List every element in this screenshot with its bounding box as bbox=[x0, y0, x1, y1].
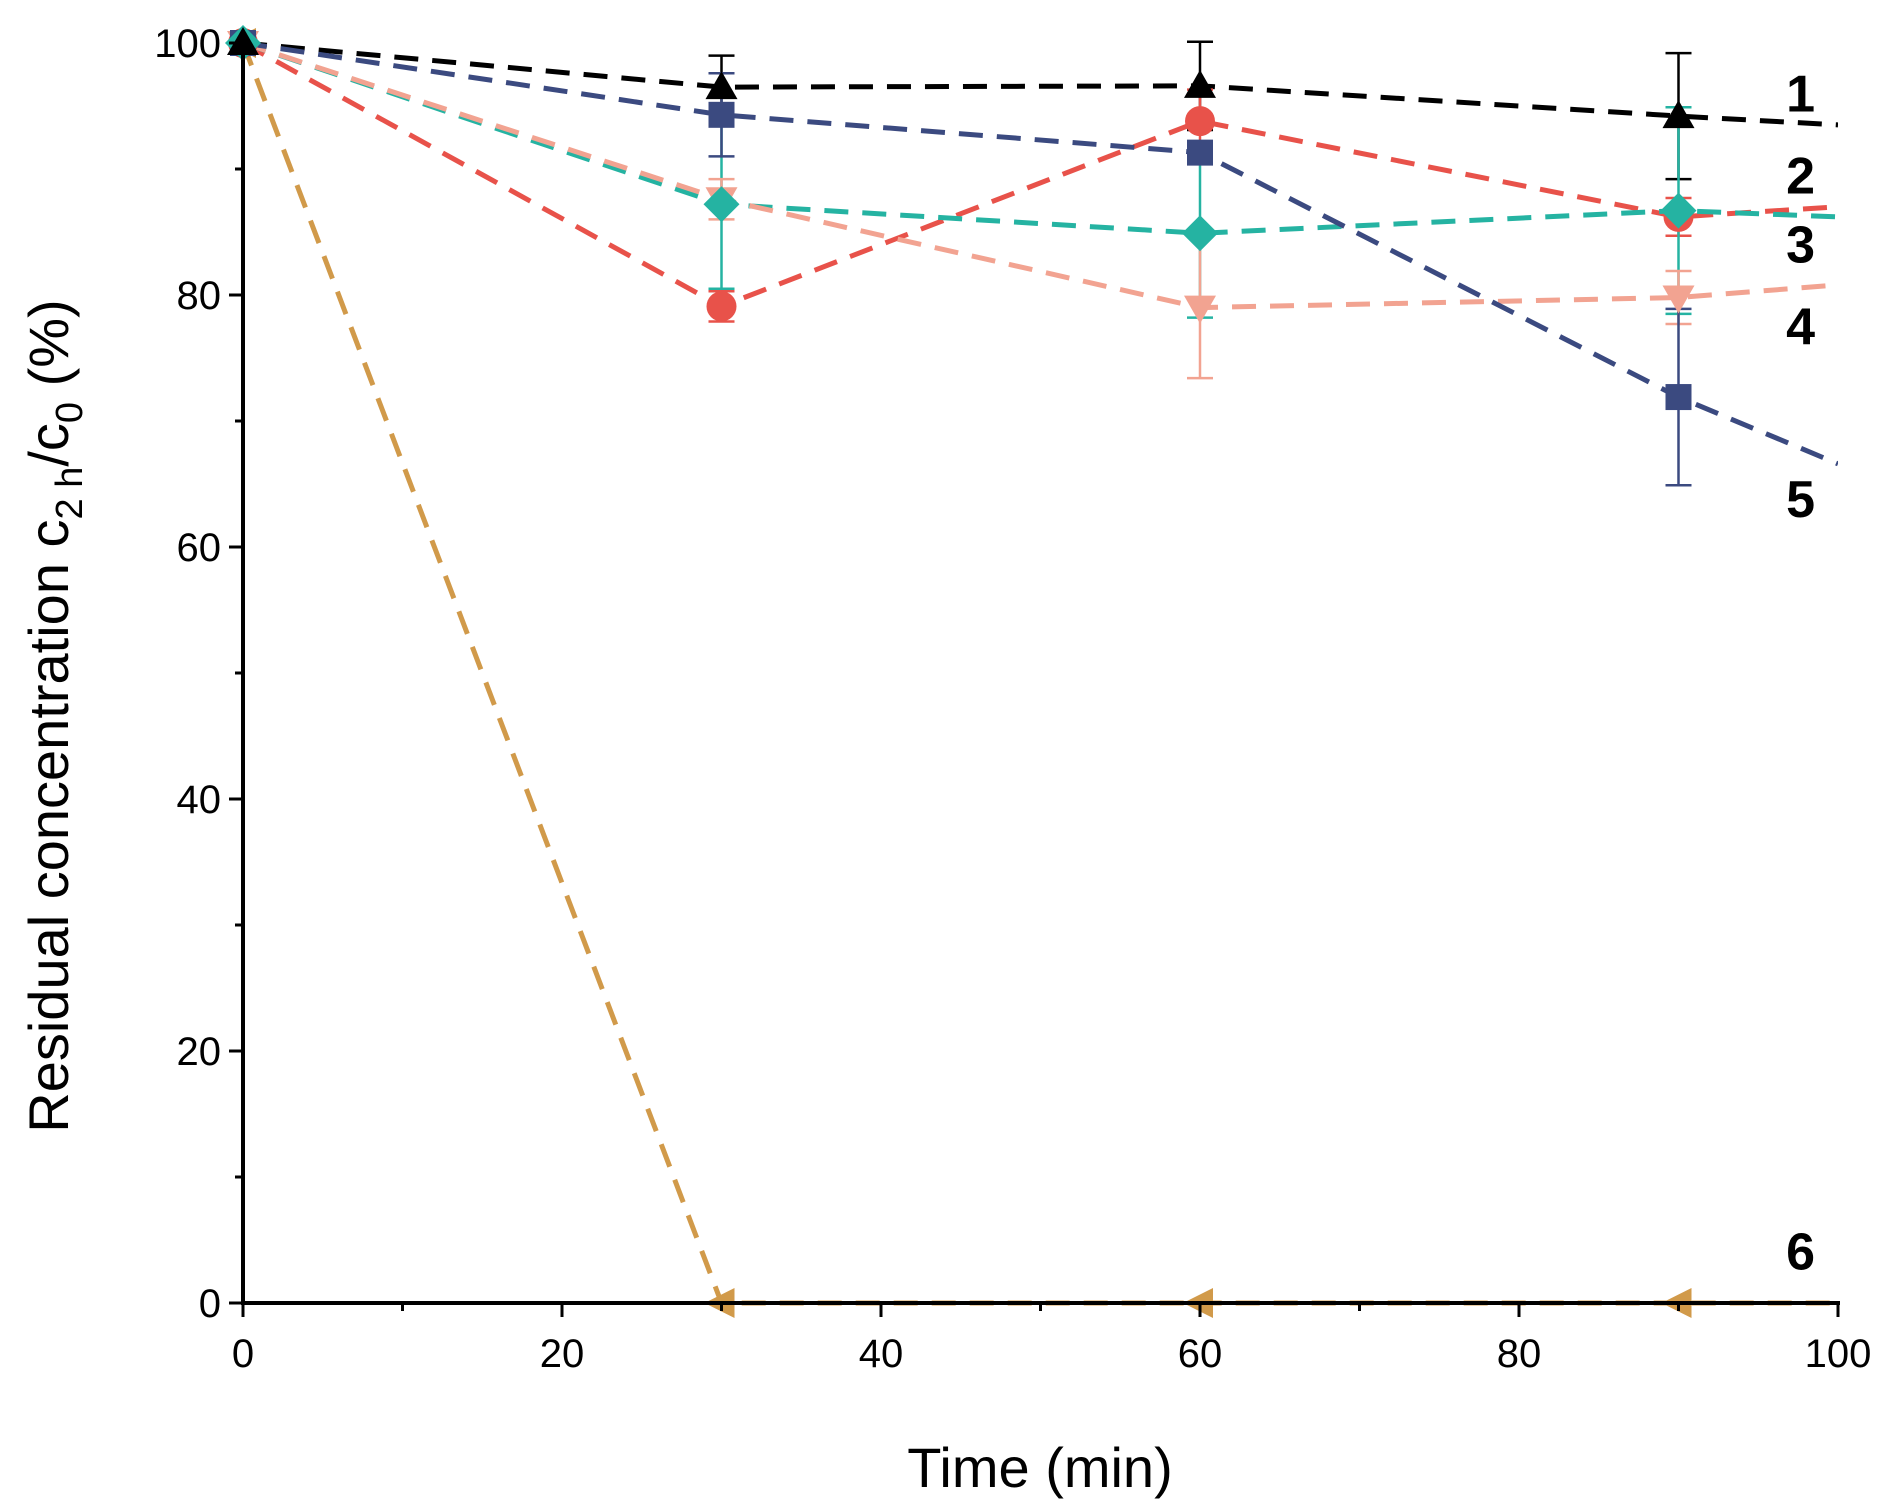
y-tick-label: 100 bbox=[154, 22, 221, 66]
plot-layer: 1 2 3 4 5 6 bbox=[225, 25, 1838, 1318]
series-line-5 bbox=[242, 40, 1838, 467]
y-tick-label: 20 bbox=[177, 1030, 222, 1074]
x-tick-label: 40 bbox=[859, 1332, 904, 1376]
marker-3-3 bbox=[1660, 192, 1697, 229]
x-tick-label: 20 bbox=[540, 1332, 585, 1376]
marker-2-1 bbox=[706, 291, 737, 322]
marker-3-2 bbox=[1182, 215, 1218, 252]
y-tick-label: 80 bbox=[177, 274, 222, 318]
marker-5-1 bbox=[708, 101, 735, 128]
series-label-1: 1 bbox=[1786, 65, 1815, 123]
series-label-2: 2 bbox=[1786, 147, 1815, 205]
marker-2-2 bbox=[1185, 106, 1215, 137]
y-axis-title-prefix: Residual concentration c bbox=[17, 519, 80, 1132]
y-tick-label: 40 bbox=[177, 778, 222, 822]
x-tick-label: 0 bbox=[232, 1332, 254, 1376]
axes-layer: 0 20 40 60 80 100 0 20 40 60 80 100 bbox=[154, 22, 1871, 1376]
x-axis-title: Time (min) bbox=[907, 1436, 1172, 1499]
marker-3-1 bbox=[703, 186, 740, 223]
y-axis-title: Residual concentration c2 h/c0 (%) bbox=[17, 299, 91, 1132]
series-label-5: 5 bbox=[1786, 471, 1815, 529]
marker-1-1 bbox=[705, 71, 738, 100]
x-tick-label: 80 bbox=[1497, 1332, 1542, 1376]
marker-5-2 bbox=[1187, 139, 1213, 166]
series-label-6: 6 bbox=[1786, 1223, 1815, 1281]
series-label-4: 4 bbox=[1786, 299, 1815, 357]
y-axis-title-mid: /c bbox=[17, 423, 80, 467]
y-axis-title-suffix: (%) bbox=[17, 299, 80, 402]
series-lines bbox=[240, 40, 1838, 1306]
marker-4-2 bbox=[1184, 295, 1216, 324]
marker-1-2 bbox=[1184, 69, 1216, 98]
x-tick-label: 60 bbox=[1178, 1332, 1223, 1376]
y-axis-title-sub1: 2 h bbox=[49, 467, 91, 520]
marker-5-3 bbox=[1665, 384, 1692, 411]
y-tick-label: 60 bbox=[177, 526, 222, 570]
series-line-1 bbox=[242, 40, 1838, 128]
x-tick-label: 100 bbox=[1805, 1332, 1872, 1376]
series-line-6 bbox=[240, 42, 1838, 1306]
series-line-2 bbox=[241, 40, 1838, 309]
marker-4-3 bbox=[1662, 285, 1695, 314]
marker-1-3 bbox=[1662, 100, 1695, 129]
series-label-3: 3 bbox=[1786, 217, 1815, 275]
y-tick-label: 0 bbox=[199, 1282, 221, 1326]
y-axis-title-sub2: 0 bbox=[49, 402, 91, 423]
